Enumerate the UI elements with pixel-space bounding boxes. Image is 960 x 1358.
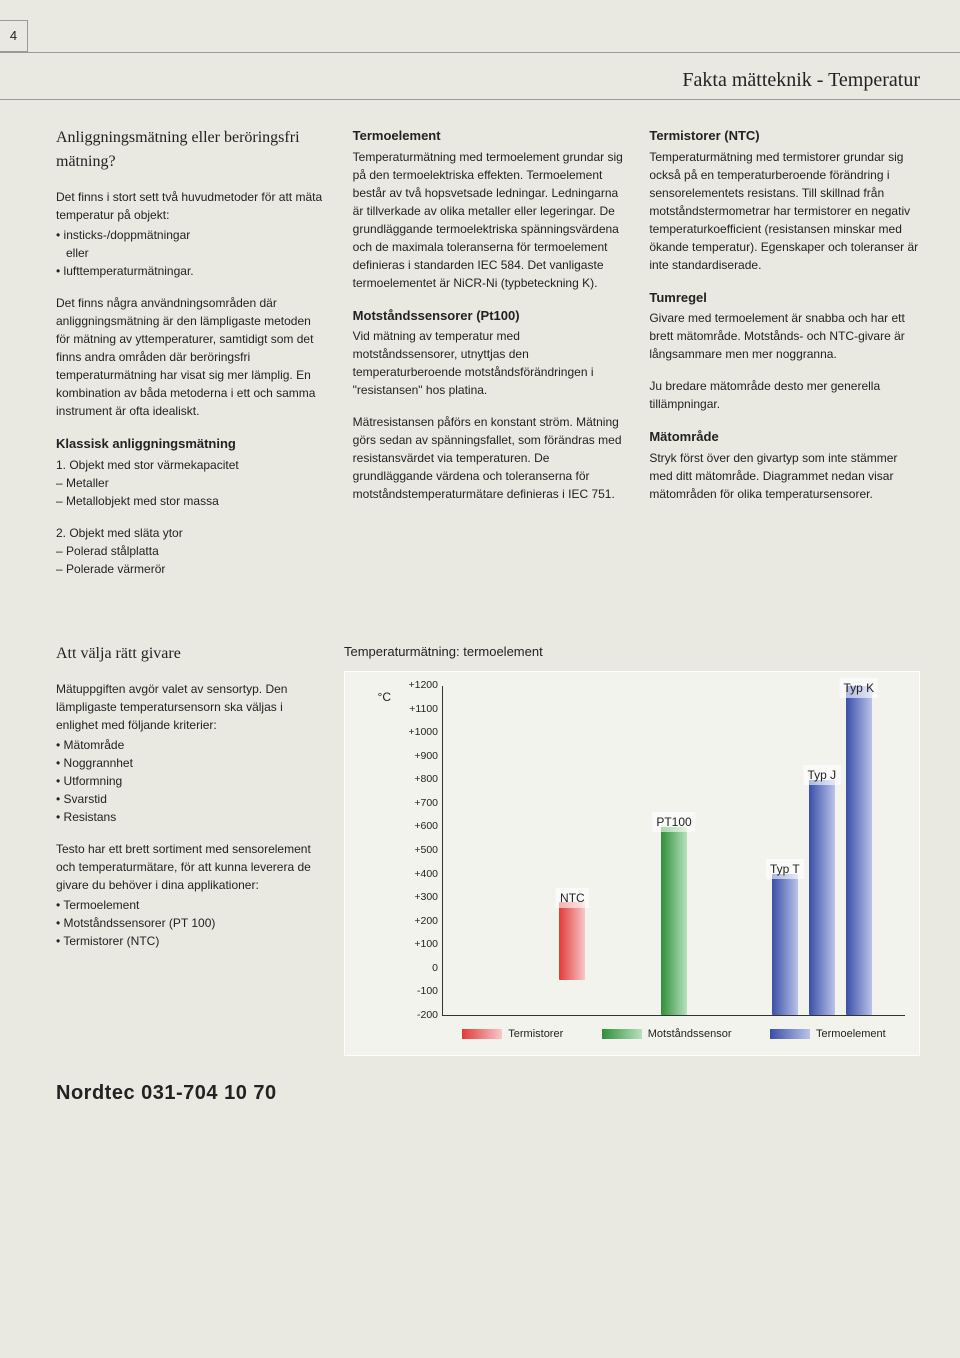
legend-label: Termoelement xyxy=(816,1026,886,1043)
bullet-item: Termoelement xyxy=(56,896,318,914)
col1-sub1: Klassisk anliggningsmätning xyxy=(56,434,327,454)
bullet-item: Resistans xyxy=(56,808,318,826)
lower-left-p1: Mätuppgiften avgör valet av sensortyp. D… xyxy=(56,680,318,734)
lower-left-heading: Att välja rätt givare xyxy=(56,642,318,666)
y-tick: +500 xyxy=(414,843,438,859)
y-axis-ticks: +1200+1100+1000+900+800+700+600+500+400+… xyxy=(397,686,443,1016)
chart-bar xyxy=(846,686,872,1015)
bullet-item: Utformning xyxy=(56,772,318,790)
bullet-item: Termistorer (NTC) xyxy=(56,932,318,950)
bullet-item: Svarstid xyxy=(56,790,318,808)
dash-item: Polerade värmerör xyxy=(56,560,327,578)
column-3: Termistorer (NTC) Temperaturmätning med … xyxy=(649,126,920,592)
dash-item: Metaller xyxy=(56,474,327,492)
y-tick: +700 xyxy=(414,796,438,812)
bullet-item: Mätområde xyxy=(56,736,318,754)
col3-h1: Termistorer (NTC) xyxy=(649,126,920,146)
y-tick: +300 xyxy=(414,890,438,906)
col2-p3: Mätresistansen påförs en konstant ström.… xyxy=(353,413,624,503)
bullet-item: insticks-/doppmätningar xyxy=(56,226,327,244)
col1-n2: 2. Objekt med släta ytor xyxy=(56,524,327,542)
chart-bar xyxy=(772,874,798,1015)
y-tick: +800 xyxy=(414,772,438,788)
y-tick: +400 xyxy=(414,867,438,883)
legend-label: Termistorer xyxy=(508,1026,563,1043)
column-2: Termoelement Temperaturmätning med termo… xyxy=(353,126,624,592)
lower-left-column: Att välja rätt givare Mätuppgiften avgör… xyxy=(56,642,318,1056)
legend-label: Motståndssensor xyxy=(648,1026,732,1043)
legend-item: Termistorer xyxy=(462,1026,563,1043)
chart-bar xyxy=(661,827,687,1015)
col3-h2: Tumregel xyxy=(649,288,920,308)
column-1: Anliggningsmätning eller beröringsfri mä… xyxy=(56,126,327,592)
col3-p1: Temperaturmätning med termistorer grunda… xyxy=(649,148,920,274)
col3-p3: Ju bredare mätområde desto mer generella… xyxy=(649,377,920,413)
page-number: 4 xyxy=(0,20,28,52)
col1-heading: Anliggningsmätning eller beröringsfri mä… xyxy=(56,126,327,174)
chart-bar xyxy=(559,902,585,980)
lower-left-p2: Testo har ett brett sortiment med sensor… xyxy=(56,840,318,894)
y-tick: +1000 xyxy=(409,725,439,741)
col2-h1: Termoelement xyxy=(353,126,624,146)
chart-bar xyxy=(809,780,835,1015)
col1-p1: Det finns i stort sett två huvudmetoder … xyxy=(56,188,327,224)
lower-section: Att välja rätt givare Mätuppgiften avgör… xyxy=(56,642,920,1056)
chart-area: °C +1200+1100+1000+900+800+700+600+500+4… xyxy=(359,686,905,1016)
chart-bar-label: Typ J xyxy=(803,765,840,785)
bullet-item: lufttemperaturmätningar. xyxy=(56,262,327,280)
y-tick: -100 xyxy=(417,985,438,1001)
col1-p2: Det finns några användningsområden där a… xyxy=(56,294,327,420)
y-tick: -200 xyxy=(417,1008,438,1024)
y-axis-unit: °C xyxy=(359,686,391,1016)
lower-left-bullets2: TermoelementMotståndssensorer (PT 100)Te… xyxy=(56,896,318,950)
bullet-item: Motståndssensorer (PT 100) xyxy=(56,914,318,932)
chart-bar-label: NTC xyxy=(556,888,589,908)
chart-bar-label: Typ T xyxy=(766,859,804,879)
chart-panel: Temperaturmätning: termoelement °C +1200… xyxy=(344,642,920,1056)
col3-h3: Mätområde xyxy=(649,427,920,447)
upper-columns: Anliggningsmätning eller beröringsfri mä… xyxy=(56,126,920,592)
legend-swatch xyxy=(602,1029,642,1039)
legend-swatch xyxy=(770,1029,810,1039)
col2-h2: Motståndssensorer (Pt100) xyxy=(353,306,624,326)
col2-p1: Temperaturmätning med termoelement grund… xyxy=(353,148,624,292)
footer-text: Nordtec 031-704 10 70 xyxy=(56,1078,920,1108)
y-tick: +1100 xyxy=(409,702,438,718)
dash-item: Metallobjekt med stor massa xyxy=(56,492,327,510)
chart-wrap: °C +1200+1100+1000+900+800+700+600+500+4… xyxy=(344,671,920,1056)
or-line: eller xyxy=(56,244,327,262)
y-tick: +100 xyxy=(414,937,438,953)
y-tick: +1200 xyxy=(409,678,439,694)
col1-bullets: insticks-/doppmätningarellerlufttemperat… xyxy=(56,226,327,280)
dash-item: Polerad stålplatta xyxy=(56,542,327,560)
chart-plot: NTCPT100Typ TTyp JTyp K xyxy=(443,686,905,1016)
col3-p4: Stryk först över den givartyp som inte s… xyxy=(649,449,920,503)
col1-n1: 1. Objekt med stor värmekapacitet xyxy=(56,456,327,474)
col1-dash2: Polerad stålplattaPolerade värmerör xyxy=(56,542,327,578)
document-title: Fakta mätteknik - Temperatur xyxy=(56,53,920,99)
chart-bar-label: PT100 xyxy=(652,812,695,832)
chart-bar-label: Typ K xyxy=(839,678,878,698)
lower-left-bullets1: MätområdeNoggrannhetUtformningSvarstidRe… xyxy=(56,736,318,826)
y-tick: +200 xyxy=(414,914,438,930)
bullet-item: Noggrannhet xyxy=(56,754,318,772)
col2-p2: Vid mätning av temperatur med motståndss… xyxy=(353,327,624,399)
legend-swatch xyxy=(462,1029,502,1039)
chart-title: Temperaturmätning: termoelement xyxy=(344,642,920,662)
col3-p2: Givare med termoelement är snabba och ha… xyxy=(649,309,920,363)
y-tick: +600 xyxy=(414,820,438,836)
legend-item: Termoelement xyxy=(770,1026,886,1043)
legend-item: Motståndssensor xyxy=(602,1026,732,1043)
y-tick: +900 xyxy=(414,749,438,765)
col1-dash1: MetallerMetallobjekt med stor massa xyxy=(56,474,327,510)
chart-legend: Termistorer Motståndssensor Termoelement xyxy=(359,1016,905,1045)
y-tick: 0 xyxy=(432,961,438,977)
under-rule xyxy=(0,99,960,100)
